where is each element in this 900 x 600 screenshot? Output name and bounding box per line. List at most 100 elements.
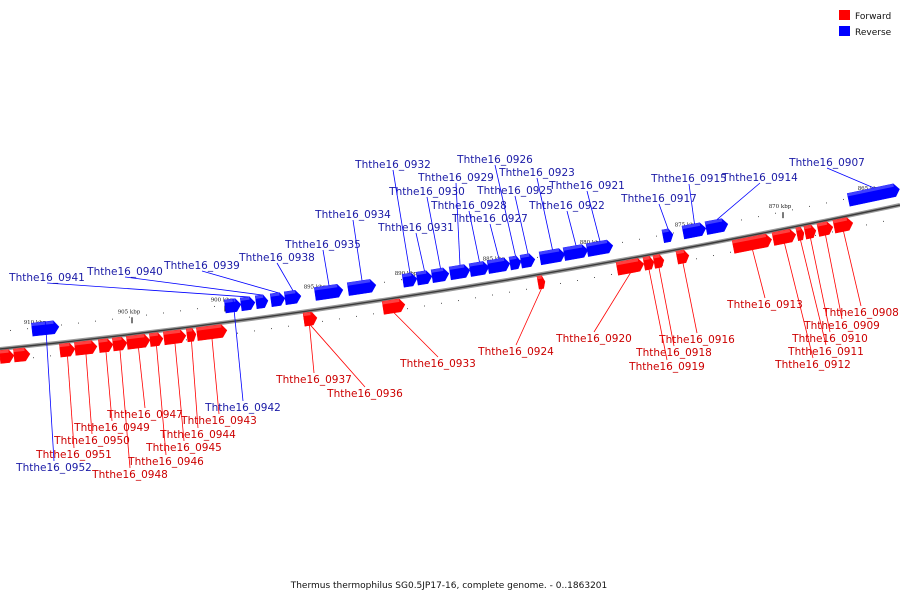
gene-label: Ththe16_0911 xyxy=(787,346,864,358)
gene-arrow xyxy=(59,342,76,358)
gene-arrow xyxy=(302,311,316,327)
gene-arrow xyxy=(832,217,854,234)
scale-minor-tick xyxy=(441,302,442,304)
gene-label: Ththe16_0926 xyxy=(456,154,533,166)
legend-reverse-swatch xyxy=(839,26,850,36)
scale-minor-tick xyxy=(384,281,385,283)
scale-minor-tick xyxy=(339,318,340,320)
scale-minor-tick xyxy=(741,219,742,221)
gene-label-leader xyxy=(688,183,695,224)
scale-minor-tick xyxy=(520,259,521,261)
gene-label: Ththe16_0907 xyxy=(788,157,865,169)
gene-label-leader xyxy=(309,325,315,374)
scale-minor-tick xyxy=(696,258,697,260)
gene-arrow xyxy=(448,264,471,281)
gene-label-leader xyxy=(415,232,425,272)
gene-arrow xyxy=(196,324,228,341)
scale-minor-tick xyxy=(373,313,374,315)
scale-minor-tick xyxy=(730,251,731,253)
scale-minor-tick xyxy=(322,320,323,322)
legend: Forward Reverse xyxy=(839,10,892,38)
gene-label-leader xyxy=(322,249,330,286)
gene-arrow xyxy=(562,244,589,261)
scale-minor-tick xyxy=(180,310,181,312)
gene-label-leader xyxy=(85,354,93,435)
scale-minor-tick xyxy=(843,198,844,200)
scale-minor-tick xyxy=(792,209,793,211)
scale-minor-tick xyxy=(288,325,289,327)
gene-label-leader xyxy=(156,345,167,456)
gene-label: Ththe16_0924 xyxy=(477,346,554,358)
gene-arrow xyxy=(508,255,522,271)
gene-label: Ththe16_0936 xyxy=(326,388,403,400)
gene-label-leader xyxy=(426,196,441,269)
gene-label: Ththe16_0952 xyxy=(15,462,92,474)
gene-label-leader xyxy=(682,263,698,334)
scale-minor-tick xyxy=(537,256,538,258)
gene-label-leader xyxy=(138,347,146,409)
gene-arrow xyxy=(652,254,665,269)
gene-arrow xyxy=(401,272,418,288)
scale-minor-tick xyxy=(815,234,816,236)
gene-arrow xyxy=(795,226,805,241)
gene-label-leader xyxy=(658,267,675,347)
gene-label-leader xyxy=(810,238,831,333)
gene-label: Ththe16_0923 xyxy=(498,167,575,179)
gene-label-leader xyxy=(46,282,249,298)
gene-label: Ththe16_0925 xyxy=(476,185,553,197)
scale-minor-tick xyxy=(424,305,425,307)
scale-minor-tick xyxy=(95,320,96,322)
gene-label-leader xyxy=(825,234,843,320)
gene-arrow xyxy=(468,261,490,277)
scale-minor-tick xyxy=(622,241,623,243)
gene-label: Ththe16_0933 xyxy=(399,358,476,370)
genome-caption: Thermus thermophilus SG0.5JP17-16, compl… xyxy=(290,581,608,591)
scale-minor-tick xyxy=(560,282,561,284)
scale-minor-tick xyxy=(492,294,493,296)
gene-label: Ththe16_0918 xyxy=(635,347,712,359)
gene-arrow xyxy=(661,228,674,244)
gene-label-leader xyxy=(494,164,516,257)
gene-arrow xyxy=(162,329,187,346)
gene-arrow xyxy=(98,338,114,353)
scale-minor-tick xyxy=(826,202,827,204)
gene-arrow xyxy=(126,334,151,350)
gene-label: Ththe16_0909 xyxy=(803,320,880,332)
gene-label-leader xyxy=(784,243,814,359)
gene-label: Ththe16_0937 xyxy=(275,374,352,386)
gene-label: Ththe16_0943 xyxy=(180,415,257,427)
gene-label-leader xyxy=(124,276,263,296)
gene-label: Ththe16_0941 xyxy=(8,272,85,284)
gene-label: Ththe16_0914 xyxy=(721,172,798,184)
gene-label: Ththe16_0949 xyxy=(73,422,150,434)
gene-label-leader xyxy=(232,298,244,402)
scale-minor-tick xyxy=(214,305,215,307)
gene-arrow xyxy=(346,279,377,296)
gene-label-leader xyxy=(455,182,461,266)
gene-label-leader xyxy=(392,169,411,274)
scale-minor-tick xyxy=(713,255,714,257)
scale-minor-tick xyxy=(271,328,272,330)
gene-label: Ththe16_0945 xyxy=(145,442,222,454)
scale-label: 870 kbp xyxy=(769,204,792,210)
scale-minor-tick xyxy=(475,297,476,299)
scale-minor-tick xyxy=(407,308,408,310)
gene-arrow xyxy=(283,290,302,306)
scale-minor-tick xyxy=(356,315,357,317)
gene-label-leader xyxy=(393,312,439,358)
gene-label: Ththe16_0950 xyxy=(53,435,130,447)
gene-arrow xyxy=(415,270,433,286)
gene-label-leader xyxy=(45,321,55,462)
gene-label-leader xyxy=(119,350,131,469)
scale-minor-tick xyxy=(832,231,833,233)
gene-arrow xyxy=(254,294,269,310)
gene-label-leader xyxy=(310,324,366,388)
gene-arrow xyxy=(269,292,286,307)
gene-arrow xyxy=(536,275,546,290)
gene-label: Ththe16_0934 xyxy=(314,209,391,221)
gene-arrow xyxy=(185,327,197,343)
gene-label-leader xyxy=(489,223,500,259)
gene-label: Ththe16_0910 xyxy=(791,333,868,345)
scale-minor-tick xyxy=(33,357,34,359)
